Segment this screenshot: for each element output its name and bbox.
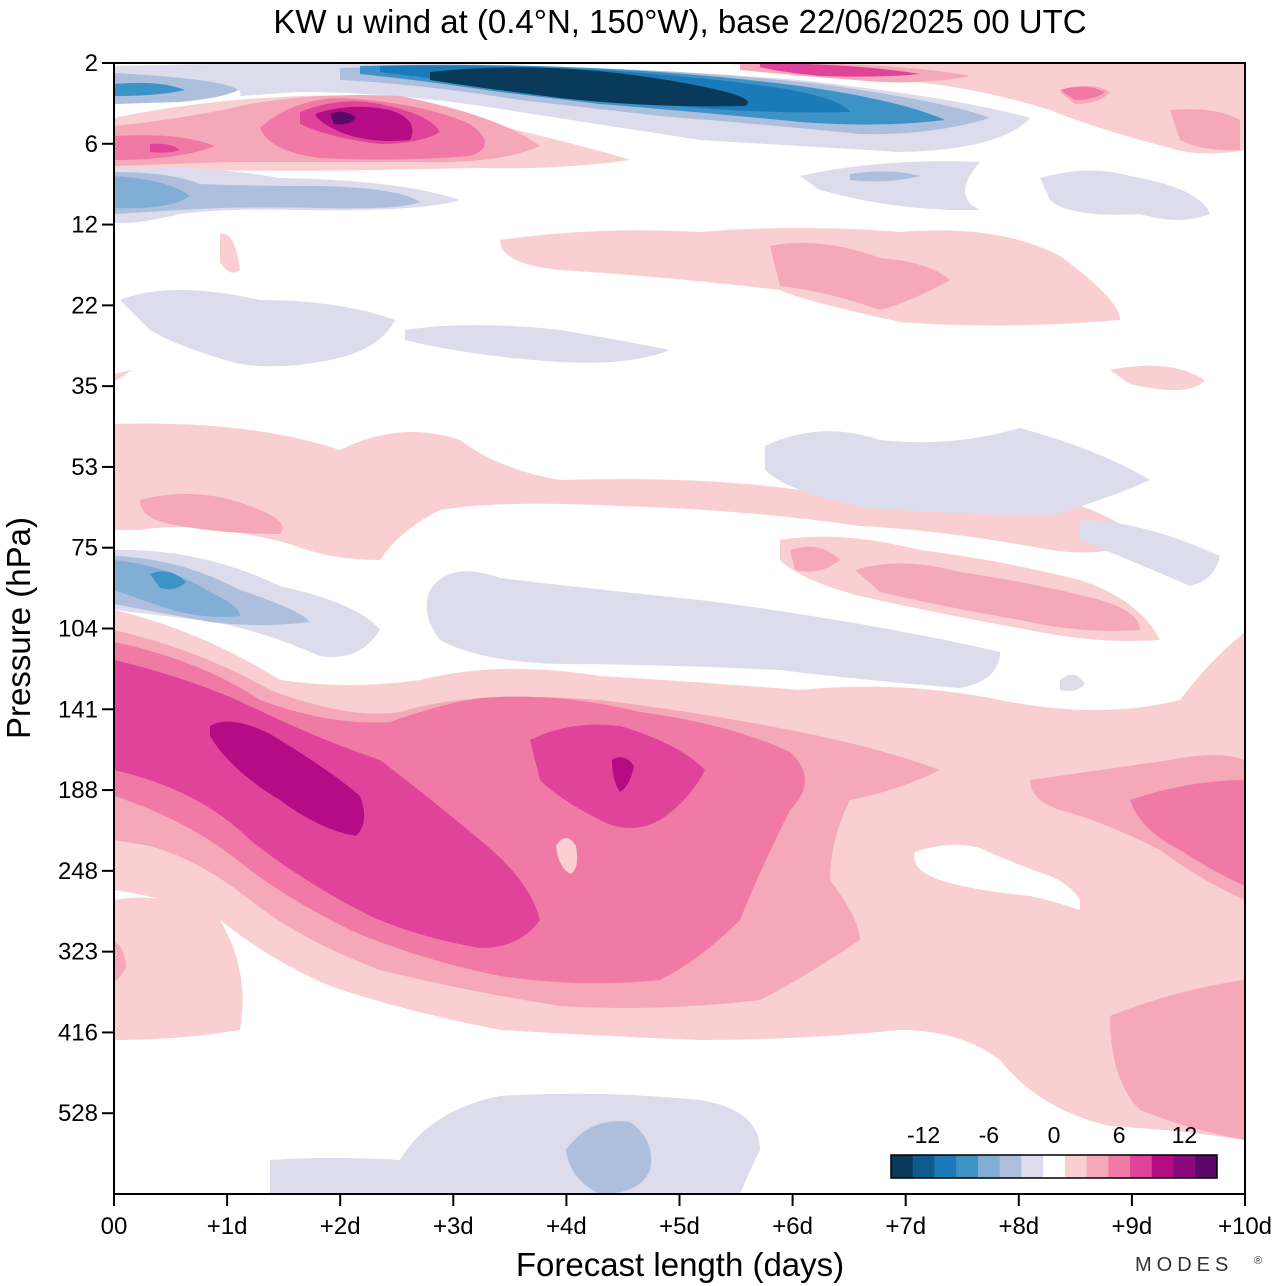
x-tick-label: +8d <box>998 1213 1039 1240</box>
contour-easterly-upper-right-core <box>850 171 920 182</box>
colorbar: -12 -6 0 6 12 <box>890 1122 1218 1179</box>
contour-westerly-lower-core <box>210 721 365 836</box>
y-axis: 2 6 12 22 35 53 75 104 141 188 248 323 416 528 <box>58 50 114 1127</box>
colorbar-label: -6 <box>979 1122 999 1148</box>
contour-westerly-lower-core-2 <box>612 757 634 792</box>
x-tick-label: +7d <box>885 1213 926 1240</box>
x-tick-label: +4d <box>546 1213 587 1240</box>
logo-text: MODES <box>1135 1254 1233 1276</box>
y-tick-label: 75 <box>71 535 98 562</box>
contour-westerly-upper-core <box>330 111 356 125</box>
y-tick-label: 528 <box>58 1100 98 1127</box>
chart-title: KW u wind at (0.4°N, 150°W), base 22/06/… <box>273 3 1086 40</box>
logo-mark: ® <box>1254 1255 1262 1267</box>
contour-white-gap-200 <box>914 844 1080 910</box>
colorbar-swatch <box>1151 1155 1175 1178</box>
colorbar-swatch <box>1108 1155 1131 1178</box>
colorbar-frame <box>890 1154 1218 1179</box>
y-tick-label: 2 <box>85 50 98 77</box>
y-tick-label: 22 <box>71 292 98 319</box>
x-tick-label: +2d <box>320 1213 361 1240</box>
colorbar-label: 0 <box>1048 1122 1061 1148</box>
y-tick-label: 323 <box>58 939 98 966</box>
colorbar-swatch <box>891 1155 914 1178</box>
y-tick-label: 104 <box>58 616 98 643</box>
colorbar-swatch <box>1064 1155 1088 1178</box>
contour-easterly-22hpa <box>120 290 670 367</box>
colorbar-swatch <box>934 1155 957 1178</box>
contour-easterly-90hpa <box>426 571 1086 692</box>
x-tick-label: +5d <box>659 1213 700 1240</box>
contour-westerly-12hpa-2 <box>770 242 950 310</box>
contour-easterly-75hpa-left-3 <box>114 560 240 617</box>
y-tick-label: 416 <box>58 1019 98 1046</box>
colorbar-swatch <box>1043 1155 1066 1178</box>
contour-westerly-lower-left-core <box>114 940 126 982</box>
y-tick-label: 141 <box>58 696 98 723</box>
colorbar-swatch <box>1086 1155 1109 1178</box>
modes-logo: MODES ® <box>1135 1254 1262 1276</box>
contour-easterly-53hpa-right <box>765 428 1220 586</box>
x-tick-label: +1d <box>207 1213 248 1240</box>
contour-easterly-75hpa-left-core <box>150 571 186 590</box>
contour-westerly-53hpa <box>114 423 1140 560</box>
y-axis-label: Pressure (hPa) <box>0 517 37 739</box>
x-tick-label: +10d <box>1218 1213 1272 1240</box>
contour-easterly-upper-left-2 <box>114 172 420 214</box>
colorbar-swatch <box>956 1155 979 1178</box>
colorbar-swatch <box>977 1155 1001 1178</box>
x-tick-label: +3d <box>433 1213 474 1240</box>
y-tick-label: 188 <box>58 777 98 804</box>
x-axis: 00 +1d +2d +3d +4d +5d +6d +7d +8d +9d +10d <box>101 1194 1272 1240</box>
y-tick-label: 35 <box>71 373 98 400</box>
colorbar-swatch <box>1195 1155 1218 1178</box>
x-axis-label: Forecast length (days) <box>516 1246 844 1283</box>
contour-westerly-53hpa-2 <box>140 493 283 534</box>
colorbar-label: 6 <box>1113 1122 1126 1148</box>
colorbar-label: 12 <box>1172 1122 1198 1148</box>
contour-westerly-lower-hole <box>556 838 578 874</box>
y-tick-label: 6 <box>85 131 98 158</box>
y-tick-label: 12 <box>71 212 98 239</box>
x-tick-label: +6d <box>772 1213 813 1240</box>
wind-contour-field <box>114 63 1245 1194</box>
colorbar-label: -12 <box>907 1122 940 1148</box>
colorbar-swatch <box>1173 1155 1196 1178</box>
contour-westerly-top-right-3 <box>760 63 920 77</box>
colorbar-swatch <box>912 1155 935 1178</box>
y-tick-label: 248 <box>58 858 98 885</box>
contour-westerly-75hpa-right-2 <box>790 546 1140 631</box>
contour-westerly-top-right <box>720 63 1245 154</box>
contour-westerly-right-188-core <box>1130 780 1245 886</box>
colorbar-swatch <box>999 1155 1022 1178</box>
y-tick-label: 53 <box>71 454 98 481</box>
contour-easterly-upper-left-core <box>114 176 190 209</box>
contour-westerly-lower-right <box>1110 980 1245 1140</box>
contour-easterly-core <box>430 67 748 107</box>
x-tick-label: +9d <box>1112 1213 1153 1240</box>
contour-easterly-528hpa-core <box>566 1121 652 1194</box>
contour-westerly-right-edge <box>1060 86 1240 151</box>
colorbar-swatch <box>1130 1155 1153 1178</box>
x-tick-label: 00 <box>101 1213 128 1240</box>
colorbar-swatch <box>1021 1155 1044 1178</box>
contour-westerly-lower-left <box>114 897 243 1040</box>
contour-westerly-right-edge-core <box>1060 86 1105 100</box>
contour-easterly-top-left-core <box>114 82 185 96</box>
